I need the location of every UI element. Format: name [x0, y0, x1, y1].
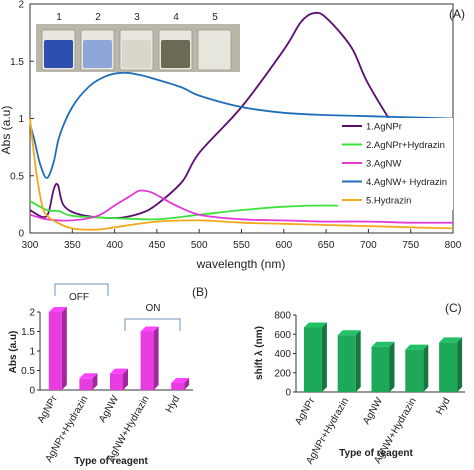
vial-liquid	[44, 40, 73, 68]
c-y-tick-label: 800	[274, 311, 291, 322]
a-x-tick-label: 550	[233, 240, 250, 251]
vial-label: 5	[212, 12, 218, 23]
panel-c-y-axis-label: shift λ (nm)	[254, 326, 265, 380]
b-y-tick-label: 1.5	[21, 327, 35, 338]
vial-liquid	[122, 40, 151, 68]
c-y-tick-label: 600	[274, 330, 291, 341]
a-x-tick-label: 300	[22, 240, 39, 251]
a-y-tick-label: 1	[18, 114, 24, 125]
series-line-3	[29, 189, 454, 224]
bar-3	[371, 341, 395, 392]
bar-1	[48, 307, 67, 390]
a-y-tick-label: 1.5	[10, 57, 24, 68]
x-tick-label: AgNPr	[36, 393, 61, 425]
vial-liquid	[83, 40, 112, 68]
series-line-1	[29, 11, 454, 220]
a-x-tick-label: 350	[64, 240, 81, 251]
x-tick-label: AgNPr	[293, 395, 318, 427]
panel-a-y-ticks: 0 0.5 1 1.5 2	[10, 0, 34, 240]
vial-liquid	[161, 40, 190, 68]
a-y-tick-label: 2	[18, 0, 24, 11]
panel-a-y-axis-label: Abs (a.u)	[0, 106, 13, 155]
panel-a-x-axis-label: wavelength (nm)	[196, 257, 286, 271]
c-y-tick-label: 200	[274, 368, 291, 379]
legend-entry: 2.AgNPr+Hydrazin	[366, 140, 445, 151]
a-x-tick-label: 500	[191, 240, 208, 251]
panel-c-x-axis-label: Type of reagent	[339, 448, 413, 459]
series-line-5	[29, 118, 454, 231]
a-y-tick-label: 0	[18, 229, 24, 240]
c-y-tick-label: 0	[285, 388, 291, 399]
bar-2	[79, 373, 98, 390]
x-tick-label: AgNW	[361, 396, 385, 427]
vial-label: 1	[56, 12, 62, 23]
bar-5	[171, 377, 190, 390]
vial-label: 4	[173, 12, 179, 23]
panel-b-label: (B)	[192, 285, 208, 299]
panel-a-x-ticks: 300 350 400 450 500 550 600 650 700 750 800	[22, 229, 462, 251]
off-annotation: OFF	[69, 292, 89, 303]
panel-b-bars	[48, 307, 190, 390]
a-x-tick-label: 750	[402, 240, 419, 251]
panel-b-y-axis-label: Abs (a.u)	[8, 331, 19, 374]
b-y-tick-label: 2	[29, 308, 35, 319]
bar-4	[405, 344, 429, 392]
panel-a: (A) 0 0.5 1 1.5 2 300 350 400 450 500 550 600 650 70…	[0, 0, 465, 271]
panel-b-y-ticks: 0 0.5 1 1.5 2	[21, 308, 40, 397]
x-tick-label: Hyd	[164, 394, 182, 415]
a-x-tick-label: 450	[149, 240, 166, 251]
legend-entry: 5.Hydrazin	[366, 196, 411, 207]
on-bracket	[124, 318, 181, 331]
panel-a-label: (A)	[449, 7, 465, 21]
vial-label: 2	[95, 12, 101, 23]
x-tick-label: Hyd	[434, 396, 452, 417]
bar-5	[439, 337, 463, 392]
panel-a-legend: 1.AgNPr 2.AgNPr+Hydrazin 3.AgNW 4.AgNW+ Hyd…	[338, 118, 453, 210]
a-y-tick-label: 0.5	[10, 171, 24, 182]
a-x-tick-label: 650	[318, 240, 335, 251]
panel-c-bars	[303, 322, 463, 392]
b-y-tick-label: 0	[29, 386, 35, 397]
off-bracket	[54, 283, 109, 296]
c-y-tick-label: 400	[274, 349, 291, 360]
b-y-tick-label: 0.5	[21, 366, 35, 377]
bar-2	[337, 330, 361, 392]
panel-b-x-axis-label: Type of reagent	[74, 456, 148, 467]
bar-3	[110, 368, 128, 390]
b-y-tick-label: 1	[29, 347, 35, 358]
vial-photo-inset: 1 2 3 4 5	[36, 12, 240, 72]
legend-entry: 3.AgNW	[366, 159, 401, 170]
a-x-tick-label: 400	[106, 240, 123, 251]
a-x-tick-label: 800	[445, 240, 462, 251]
legend-entry: 4.AgNW+ Hydrazin	[366, 177, 447, 188]
panel-c-y-ticks: 0 200 400 600 800	[274, 311, 296, 399]
vial-liquid	[200, 40, 229, 68]
legend-entry: 1.AgNPr	[366, 122, 402, 133]
a-x-tick-label: 600	[275, 240, 292, 251]
panel-c-label: (C)	[445, 301, 462, 315]
x-tick-label: AgNW	[97, 394, 121, 425]
panel-a-series	[29, 11, 454, 231]
bar-4	[140, 326, 159, 390]
a-x-tick-label: 700	[360, 240, 377, 251]
on-annotation: ON	[146, 303, 161, 314]
bar-1	[303, 322, 327, 392]
series-line-4	[29, 71, 454, 179]
vial-label: 3	[134, 12, 140, 23]
